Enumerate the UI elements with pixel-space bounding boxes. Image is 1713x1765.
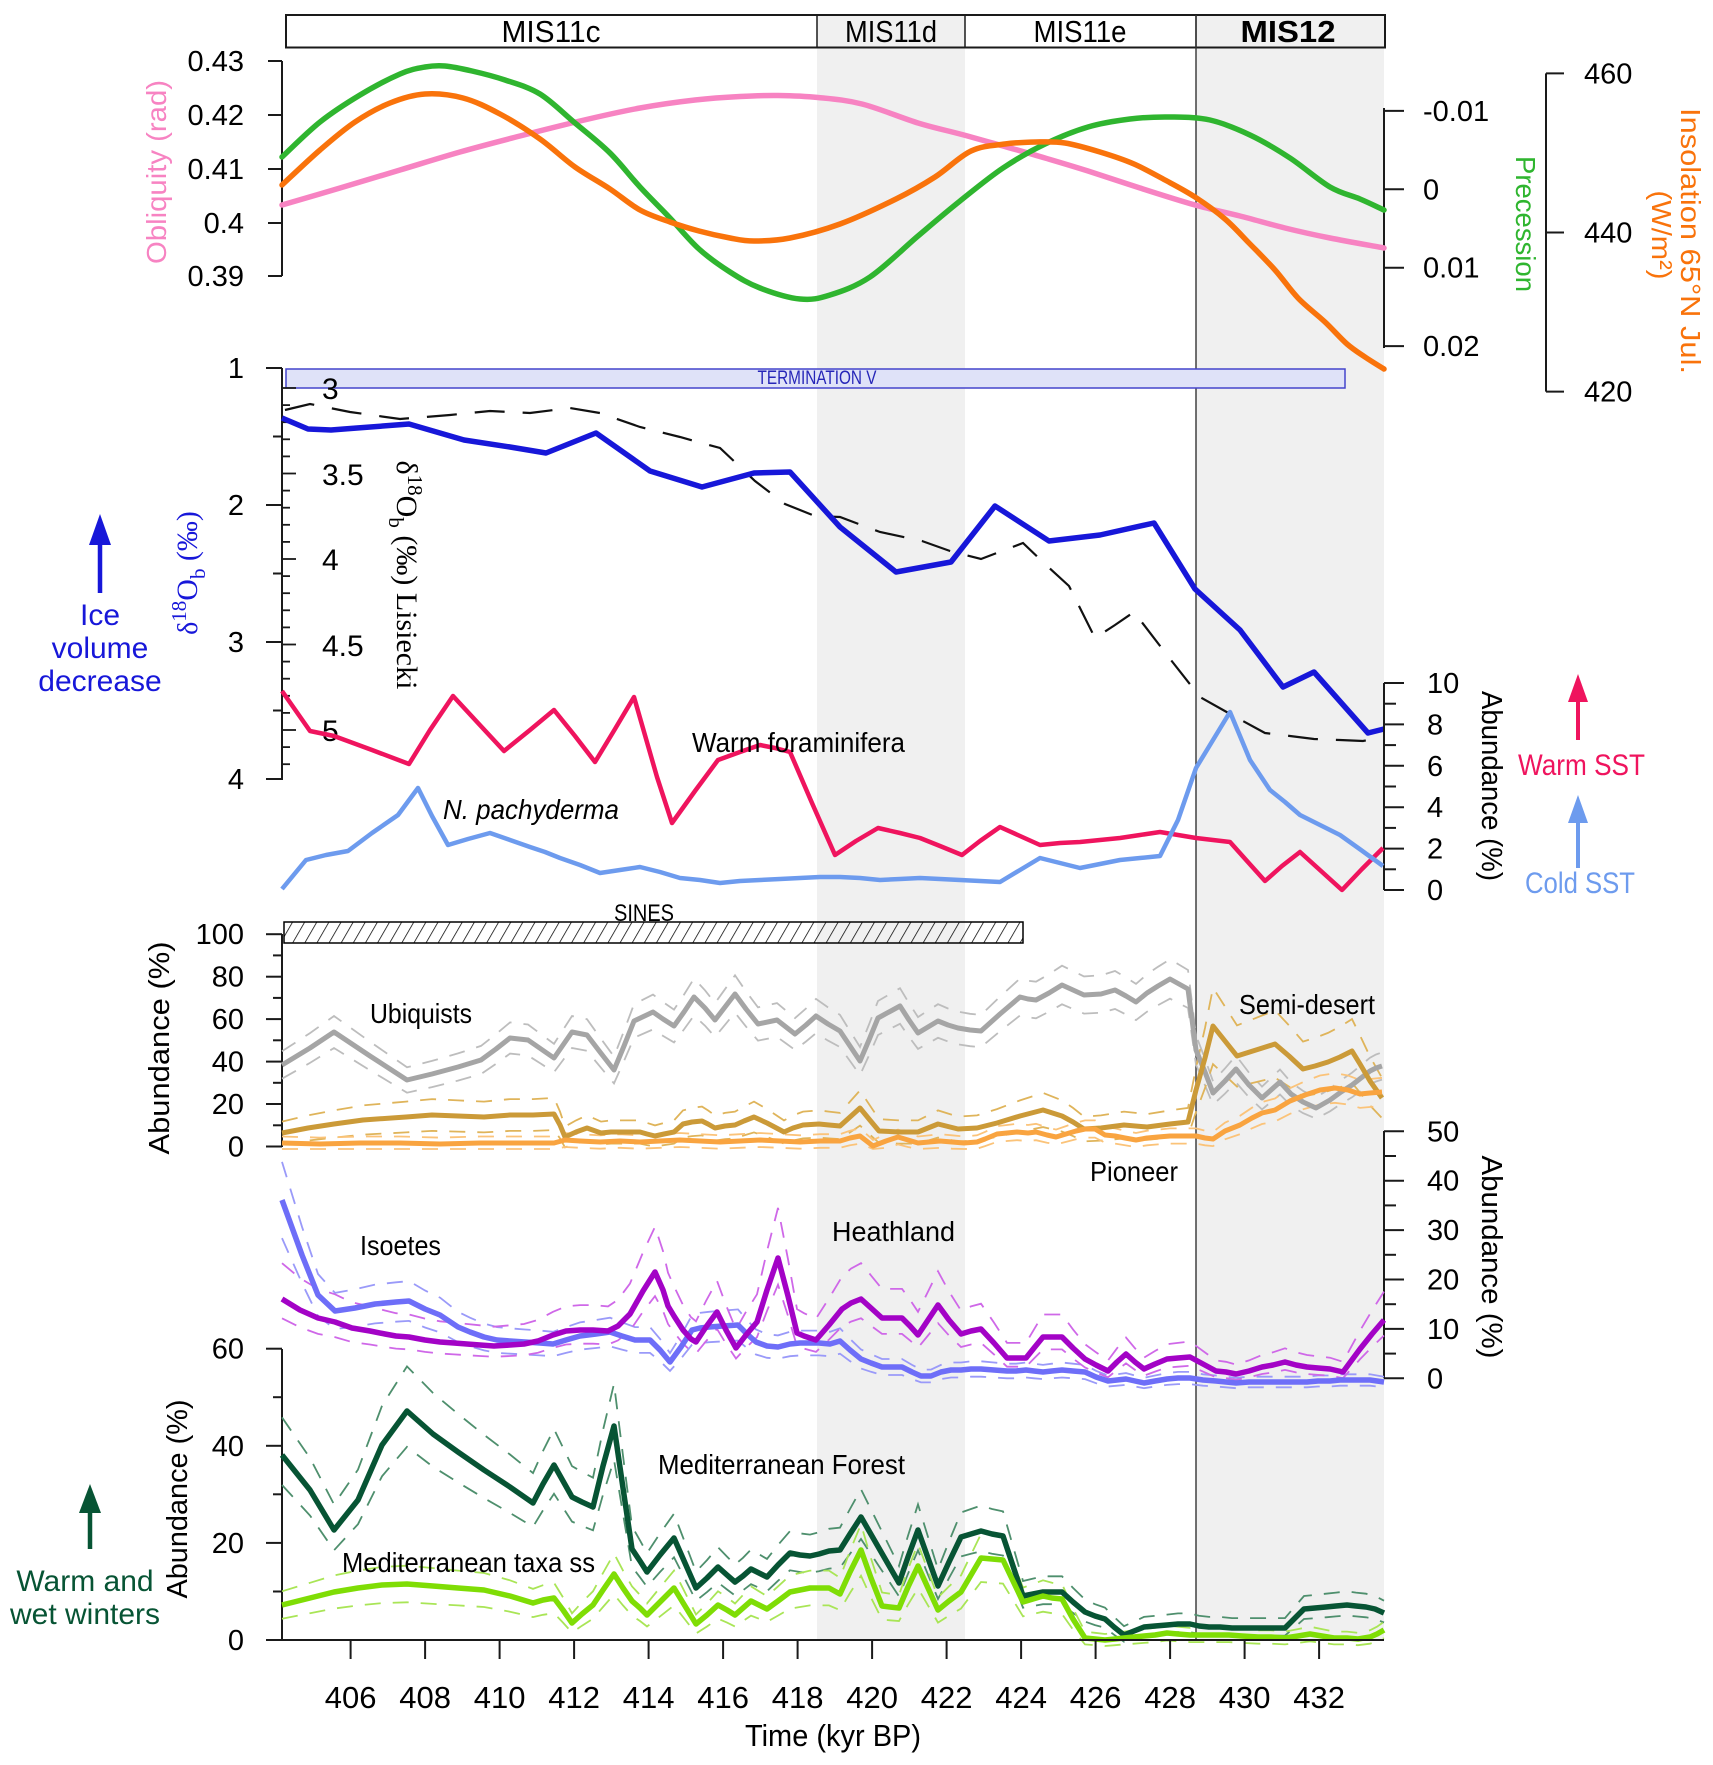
svg-text:0: 0 [1423,174,1439,206]
svg-text:Abundance (%): Abundance (%) [162,1400,194,1599]
svg-text:MIS11d: MIS11d [845,14,937,49]
svg-text:406: 406 [325,1680,377,1715]
svg-text:Abundance (%): Abundance (%) [144,942,176,1155]
svg-text:418: 418 [772,1680,824,1715]
svg-text:460: 460 [1584,58,1632,90]
svg-text:20: 20 [212,1528,244,1560]
svg-text:420: 420 [846,1680,898,1715]
svg-text:100: 100 [196,919,244,951]
svg-text:2: 2 [1427,834,1443,866]
svg-text:426: 426 [1070,1680,1122,1715]
svg-text:432: 432 [1293,1680,1345,1715]
svg-text:40: 40 [1427,1166,1459,1198]
svg-text:δ18Ob (‰) Lisiecki: δ18Ob (‰) Lisiecki [384,461,427,690]
svg-text:430: 430 [1219,1680,1271,1715]
svg-text:60: 60 [212,1334,244,1366]
svg-text:410: 410 [474,1680,526,1715]
svg-text:10: 10 [1427,1314,1459,1346]
svg-text:0.43: 0.43 [188,46,244,78]
svg-text:4: 4 [322,544,339,577]
svg-text:420: 420 [1584,377,1632,409]
svg-text:0.39: 0.39 [188,261,244,293]
svg-text:60: 60 [212,1004,244,1036]
svg-text:Precession: Precession [1510,156,1541,292]
svg-text:Ubiquists: Ubiquists [370,998,472,1029]
svg-text:TERMINATION V: TERMINATION V [758,368,877,389]
svg-text:Insolation 65°N Jul.: Insolation 65°N Jul. [1675,108,1706,374]
svg-text:422: 422 [921,1680,973,1715]
svg-text:0.42: 0.42 [188,100,244,132]
svg-text:0: 0 [1427,875,1443,907]
svg-text:Cold SST: Cold SST [1525,867,1635,900]
svg-text:Warm foraminifera: Warm foraminifera [692,727,905,758]
svg-text:0: 0 [228,1625,244,1657]
svg-text:416: 416 [697,1680,749,1715]
svg-text:40: 40 [212,1431,244,1463]
svg-text:MIS11e: MIS11e [1034,14,1127,49]
svg-text:wet winters: wet winters [9,1598,160,1631]
svg-text:Time (kyr BP): Time (kyr BP) [745,1718,921,1753]
svg-text:Heathland: Heathland [832,1216,955,1247]
svg-text:414: 414 [623,1680,675,1715]
svg-text:0.02: 0.02 [1423,331,1479,363]
svg-text:20: 20 [212,1089,244,1121]
svg-text:80: 80 [212,962,244,994]
svg-text:Abundance (%): Abundance (%) [1475,691,1507,881]
svg-text:Isoetes: Isoetes [360,1230,441,1261]
svg-text:Ice: Ice [80,599,120,632]
svg-text:0: 0 [1427,1363,1443,1395]
svg-text:0.41: 0.41 [188,154,244,186]
svg-text:-0.01: -0.01 [1423,96,1489,128]
svg-text:Obliquity (rad): Obliquity (rad) [141,80,172,264]
svg-text:8: 8 [1427,709,1443,741]
svg-text:3.5: 3.5 [322,459,364,492]
svg-text:Warm and: Warm and [16,1565,153,1598]
svg-text:MIS11c: MIS11c [502,14,601,49]
svg-text:(W/m²): (W/m²) [1646,191,1677,280]
svg-text:50: 50 [1427,1116,1459,1148]
svg-text:4: 4 [1427,792,1443,824]
svg-text:Mediterranean Forest: Mediterranean Forest [658,1449,905,1480]
svg-text:4.5: 4.5 [322,630,364,663]
svg-text:Abundance (%): Abundance (%) [1475,1156,1507,1359]
svg-text:30: 30 [1427,1215,1459,1247]
svg-text:0.01: 0.01 [1423,253,1479,285]
svg-text:N. pachyderma: N. pachyderma [443,794,619,825]
svg-text:MIS12: MIS12 [1241,14,1336,49]
svg-text:0.4: 0.4 [204,208,244,240]
svg-text:408: 408 [399,1680,451,1715]
svg-text:volume: volume [52,632,149,665]
svg-text:6: 6 [1427,751,1443,783]
svg-text:1: 1 [228,353,244,385]
svg-text:428: 428 [1144,1680,1196,1715]
svg-text:Warm SST: Warm SST [1518,749,1645,782]
svg-text:3: 3 [228,627,244,659]
svg-text:424: 424 [995,1680,1047,1715]
svg-text:2: 2 [228,490,244,522]
svg-text:3: 3 [322,373,339,406]
svg-text:4: 4 [228,764,244,796]
svg-text:412: 412 [548,1680,600,1715]
svg-text:Pioneer: Pioneer [1090,1156,1178,1187]
svg-text:0: 0 [228,1132,244,1164]
svg-text:decrease: decrease [38,665,161,698]
svg-text:SINES: SINES [614,900,674,927]
svg-text:Semi-desert: Semi-desert [1239,989,1375,1020]
svg-text:10: 10 [1427,668,1459,700]
svg-text:40: 40 [212,1047,244,1079]
svg-text:20: 20 [1427,1265,1459,1297]
svg-text:440: 440 [1584,218,1632,250]
svg-text:5: 5 [322,715,339,748]
svg-text:Mediterranean taxa ss: Mediterranean taxa ss [342,1547,595,1578]
